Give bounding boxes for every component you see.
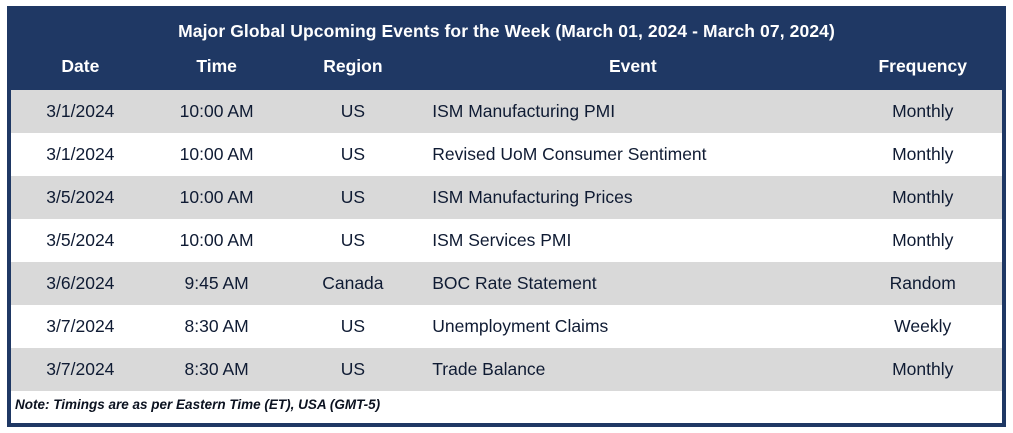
footnote: Note: Timings are as per Eastern Time (E…: [11, 391, 1002, 417]
region-cell: Canada: [322, 273, 384, 293]
date-cell: 3/1/2024: [46, 101, 115, 121]
column-header-frequency: Frequency: [843, 50, 1002, 90]
event-cell: ISM Manufacturing Prices: [432, 187, 633, 207]
table-title: Major Global Upcoming Events for the Wee…: [11, 10, 1002, 50]
region-cell: US: [340, 187, 366, 207]
column-header-region: Region: [283, 50, 423, 90]
table-row: 3/7/2024 8:30 AM US Trade Balance Monthl…: [11, 348, 1002, 391]
frequency-cell: Monthly: [892, 187, 954, 207]
region-cell: US: [340, 230, 366, 250]
event-cell: Revised UoM Consumer Sentiment: [432, 144, 707, 164]
column-header-event: Event: [422, 50, 844, 90]
time-cell: 8:30 AM: [184, 316, 249, 336]
frequency-cell: Monthly: [892, 101, 954, 121]
time-cell: 10:00 AM: [179, 230, 254, 250]
frequency-cell: Monthly: [892, 359, 954, 379]
time-cell: 10:00 AM: [179, 187, 254, 207]
time-cell: 10:00 AM: [179, 144, 254, 164]
table-row: 3/5/2024 10:00 AM US ISM Manufacturing P…: [11, 176, 1002, 219]
table-row: 3/6/2024 9:45 AM Canada BOC Rate Stateme…: [11, 262, 1002, 305]
date-cell: 3/5/2024: [46, 187, 115, 207]
frequency-cell: Weekly: [894, 316, 952, 336]
frequency-cell: Random: [889, 273, 956, 293]
event-cell: BOC Rate Statement: [432, 273, 597, 293]
date-cell: 3/6/2024: [46, 273, 115, 293]
table-row: 3/7/2024 8:30 AM US Unemployment Claims …: [11, 305, 1002, 348]
region-cell: US: [340, 316, 366, 336]
header-row: Date Time Region Event Frequency: [11, 50, 1002, 90]
event-cell: Trade Balance: [432, 359, 546, 379]
events-table: Date Time Region Event Frequency 3/1/202…: [11, 50, 1002, 391]
time-cell: 10:00 AM: [179, 101, 254, 121]
frequency-cell: Monthly: [892, 230, 954, 250]
region-cell: US: [340, 101, 366, 121]
date-cell: 3/5/2024: [46, 230, 115, 250]
table-row: 3/1/2024 10:00 AM US ISM Manufacturing P…: [11, 90, 1002, 133]
event-cell: Unemployment Claims: [432, 316, 609, 336]
event-cell: ISM Services PMI: [432, 230, 572, 250]
column-header-date: Date: [11, 50, 150, 90]
date-cell: 3/7/2024: [46, 359, 115, 379]
date-cell: 3/1/2024: [46, 144, 115, 164]
event-cell: ISM Manufacturing PMI: [432, 101, 616, 121]
events-table-frame: Major Global Upcoming Events for the Wee…: [7, 6, 1006, 427]
time-cell: 9:45 AM: [184, 273, 249, 293]
table-row: 3/5/2024 10:00 AM US ISM Services PMI Mo…: [11, 219, 1002, 262]
column-header-time: Time: [149, 50, 284, 90]
region-cell: US: [340, 359, 366, 379]
table-row: 3/1/2024 10:00 AM US Revised UoM Consume…: [11, 133, 1002, 176]
region-cell: US: [340, 144, 366, 164]
frequency-cell: Monthly: [892, 144, 954, 164]
time-cell: 8:30 AM: [184, 359, 249, 379]
table-header: Date Time Region Event Frequency: [11, 50, 1002, 90]
date-cell: 3/7/2024: [46, 316, 115, 336]
